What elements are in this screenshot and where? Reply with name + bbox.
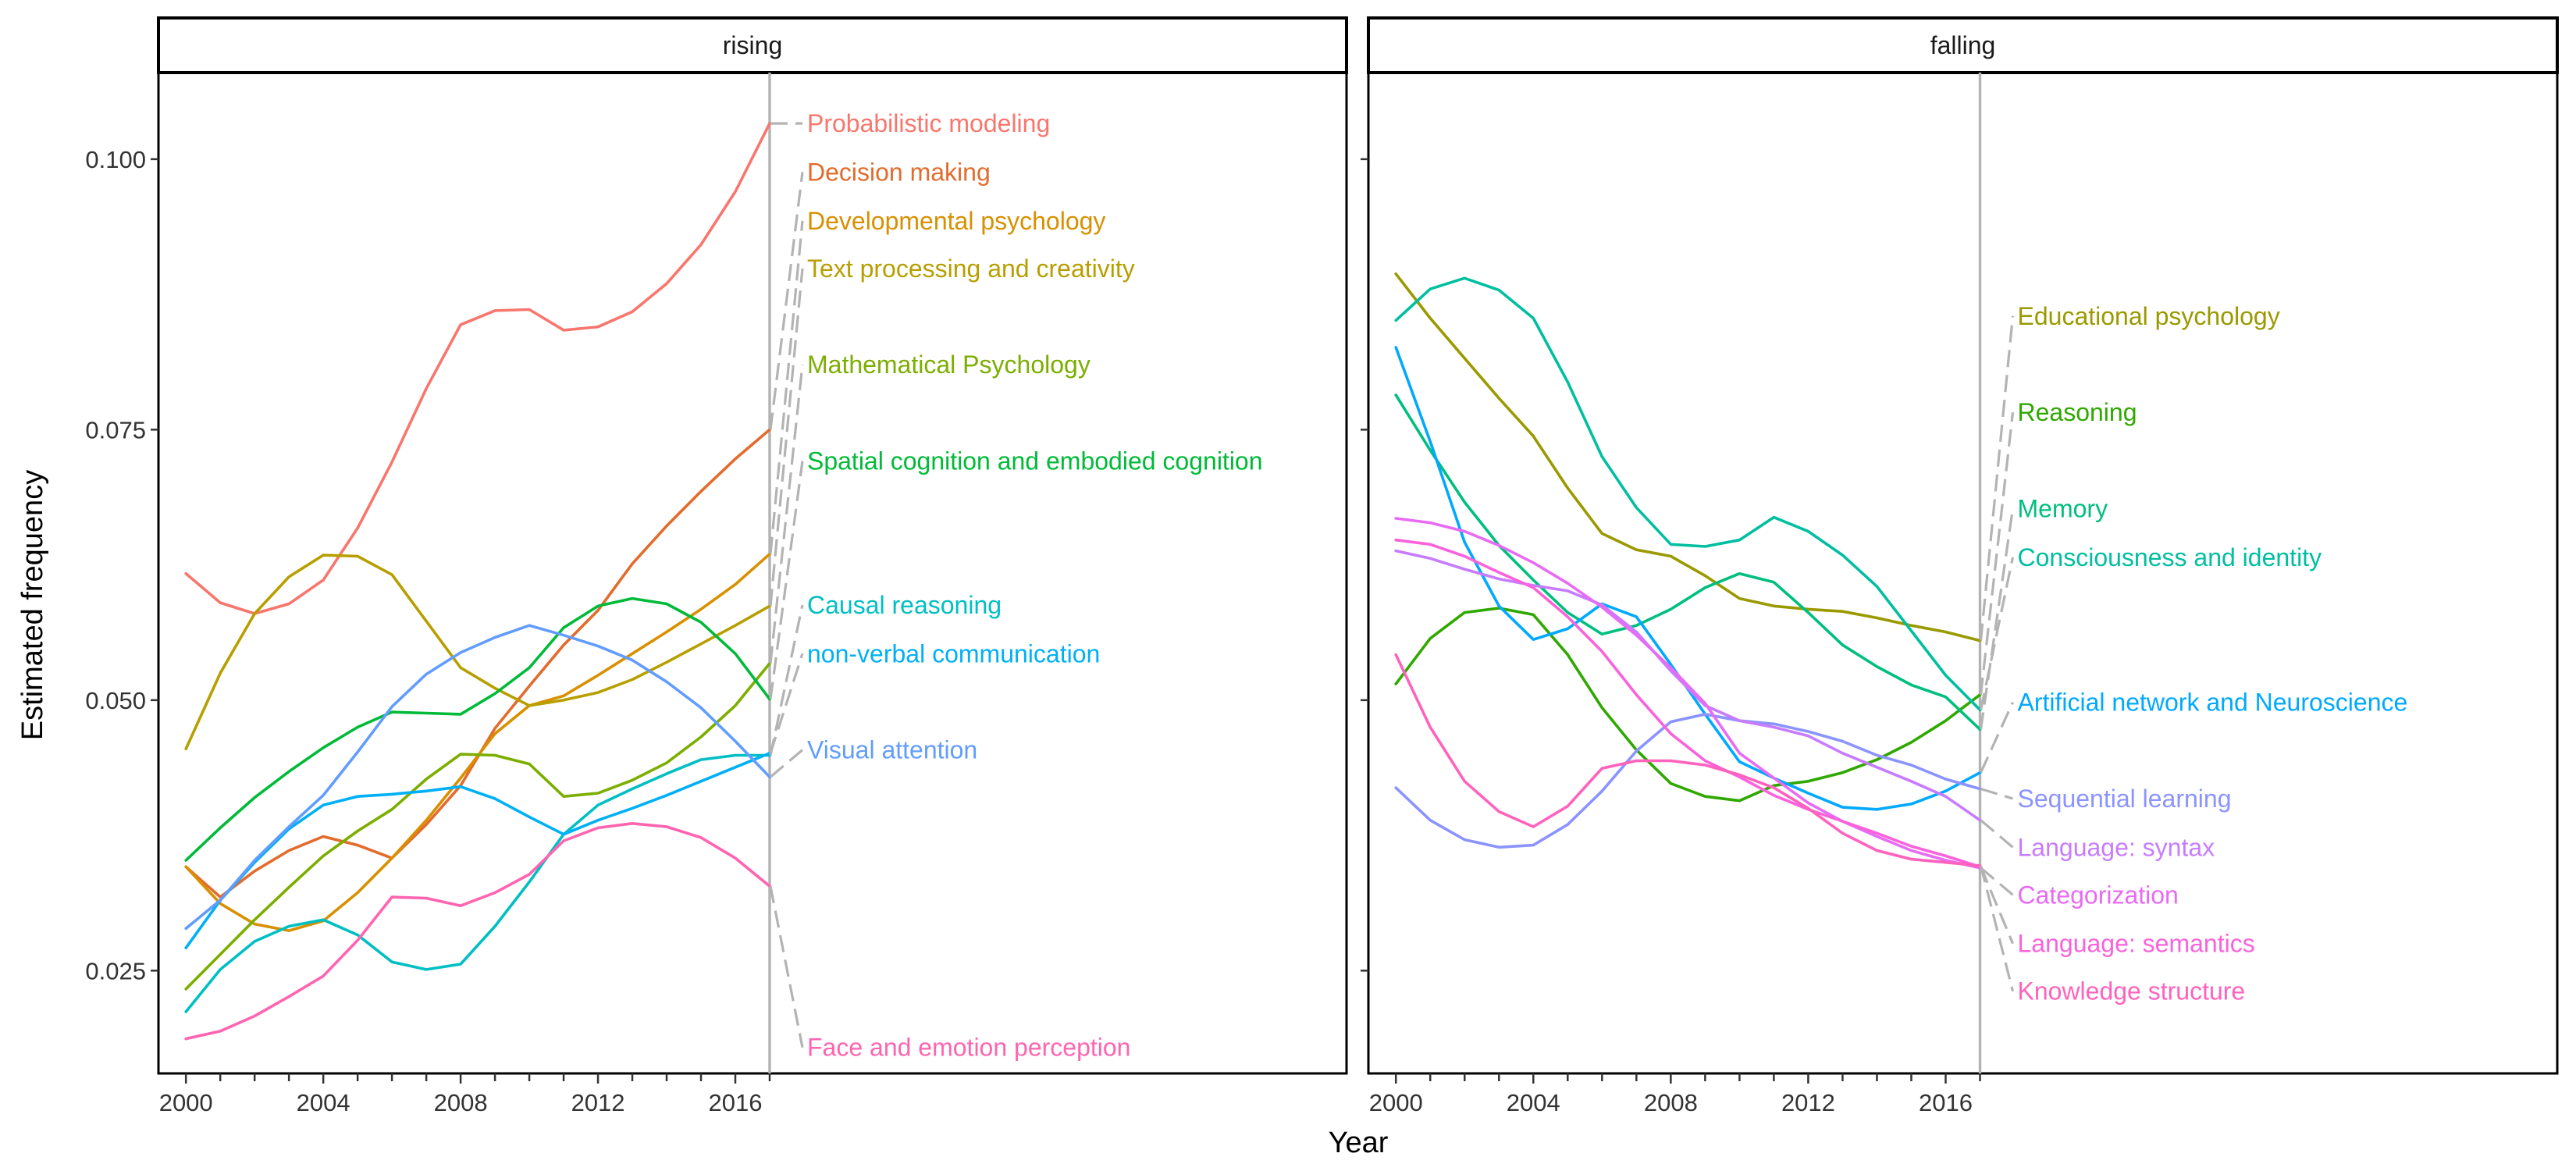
series-line xyxy=(184,661,771,991)
series-line xyxy=(1394,549,1982,822)
y-tick-label: 0.025 xyxy=(85,957,146,984)
series-label: Language: syntax xyxy=(2018,833,2215,861)
x-tick-label: 2000 xyxy=(159,1089,213,1116)
series-label: Text processing and creativity xyxy=(807,254,1135,283)
label-leader-line xyxy=(1979,557,2015,710)
label-leader-line xyxy=(769,604,804,756)
series-label: Probabilistic modeling xyxy=(807,109,1050,137)
series-line xyxy=(1394,272,1982,642)
label-leader-line xyxy=(1980,866,2014,945)
x-tick-label: 2008 xyxy=(1644,1089,1698,1116)
series-label: Sequential learning xyxy=(2018,785,2232,813)
series-label: Reasoning xyxy=(2018,398,2137,426)
series-label: Knowledge structure xyxy=(2018,977,2246,1005)
label-leader-line xyxy=(1980,787,2013,800)
label-leader-line xyxy=(1980,701,2014,774)
series-line xyxy=(184,122,771,615)
x-tick-label: 2012 xyxy=(571,1089,625,1116)
series-line xyxy=(184,596,771,862)
label-leader-line xyxy=(1979,508,2015,730)
strip-title: rising xyxy=(723,31,782,59)
series-line xyxy=(184,822,771,1041)
x-tick-label: 2008 xyxy=(434,1089,488,1116)
x-tick-label: 2016 xyxy=(709,1089,763,1116)
series-label: Language: semantics xyxy=(2018,930,2255,958)
y-tick-label: 0.050 xyxy=(85,687,146,714)
series-label: Artificial network and Neuroscience xyxy=(2018,689,2408,717)
x-tick-label: 2000 xyxy=(1369,1089,1423,1116)
panel-border xyxy=(1367,71,2559,1075)
series-line xyxy=(184,553,771,751)
series-line xyxy=(1394,346,1982,811)
strip-rising xyxy=(157,16,1348,74)
label-leader-line xyxy=(1980,819,2014,849)
label-leader-line xyxy=(769,653,804,754)
label-leader-line xyxy=(769,885,804,1048)
series-label: Causal reasoning xyxy=(807,591,1002,619)
label-leader-line xyxy=(769,461,804,699)
series-line xyxy=(184,624,771,931)
series-label: Memory xyxy=(2018,495,2108,523)
label-leader-line xyxy=(1979,315,2015,641)
x-tick-label: 2004 xyxy=(1507,1089,1560,1116)
panel-border xyxy=(157,71,1348,1075)
label-leader-line xyxy=(1979,412,2015,696)
label-leader-line xyxy=(769,268,804,607)
series-label: non-verbal communication xyxy=(807,639,1100,667)
series-line xyxy=(1394,538,1982,869)
panel-falling: falling 2000 2004 2008 2012 2016 Educational p… xyxy=(1361,16,2559,1116)
series-line xyxy=(1394,276,1982,712)
label-leader-line xyxy=(769,172,804,430)
series-line xyxy=(184,753,771,1013)
series-label: Spatial cognition and embodied cognition xyxy=(807,447,1263,475)
series-line xyxy=(1394,653,1982,867)
y-axis-title: Estimated frequency xyxy=(16,470,49,740)
series-label: Developmental psychology xyxy=(807,207,1105,235)
strip-falling xyxy=(1367,16,2559,74)
series-label: Face and emotion perception xyxy=(807,1034,1130,1062)
label-leader-line xyxy=(769,365,804,664)
series-line xyxy=(1394,393,1982,731)
series-line xyxy=(1394,607,1982,803)
strip-title: falling xyxy=(1930,31,1996,59)
label-leader-line xyxy=(769,749,804,778)
y-tick-label: 0.075 xyxy=(85,416,146,443)
series-label: Consciousness and identity xyxy=(2018,543,2322,571)
panels: rising 0.025 0.050 0.075 0.100 2000 2004 2008 20… xyxy=(85,16,2559,1116)
x-tick-label: 2004 xyxy=(297,1089,350,1116)
panel-rising: rising 0.025 0.050 0.075 0.100 2000 2004 2008 20… xyxy=(85,16,1348,1116)
series-line xyxy=(184,552,771,932)
x-axis-title: Year xyxy=(1329,1127,1389,1159)
series-label: Visual attention xyxy=(807,736,977,764)
label-leader-line xyxy=(1979,865,2015,992)
series-line xyxy=(184,751,771,949)
y-tick-label: 0.100 xyxy=(85,146,146,173)
series-label: Decision making xyxy=(807,158,991,187)
x-tick-label: 2016 xyxy=(1919,1089,1973,1116)
series-label: Categorization xyxy=(2018,881,2179,909)
label-leader-line xyxy=(1980,867,2014,896)
series-line xyxy=(1394,517,1982,870)
series-line xyxy=(184,428,771,899)
series-label: Educational psychology xyxy=(2018,302,2280,330)
series-line xyxy=(1394,713,1982,849)
label-leader-line xyxy=(769,220,804,554)
series-label: Mathematical Psychology xyxy=(807,351,1091,379)
x-tick-label: 2012 xyxy=(1781,1089,1835,1116)
